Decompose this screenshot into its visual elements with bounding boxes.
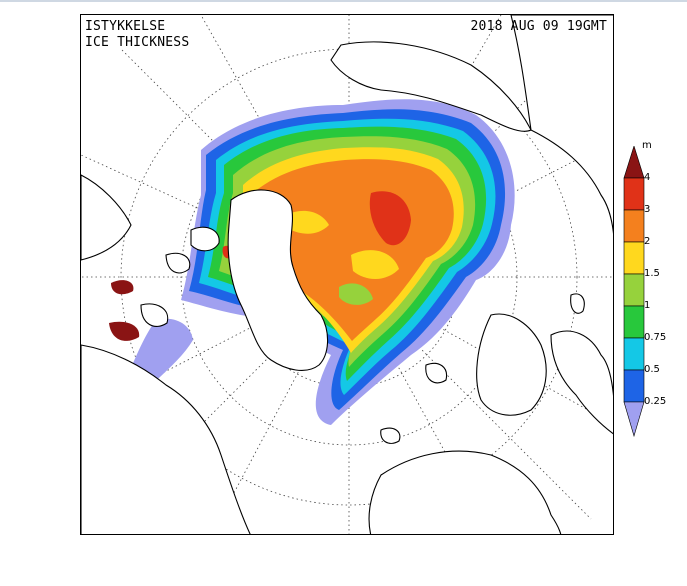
window-top-border	[0, 0, 687, 2]
iceland	[380, 427, 401, 444]
coastlines	[81, 15, 613, 534]
ice-region-thickest	[111, 280, 134, 295]
canadian-archipelago	[190, 226, 220, 252]
map-datetime: 2018 AUG 09 19GMT	[470, 19, 607, 34]
legend-swatch-1-5-2	[623, 241, 645, 275]
siberia-coast	[510, 15, 613, 235]
meridian-line	[348, 276, 592, 520]
ice-region-1-1-5	[339, 283, 373, 305]
north-america-mainland	[81, 174, 132, 261]
map-title-english: ICE THICKNESS	[85, 35, 190, 50]
legend-label-0-75: 0.75	[644, 332, 667, 343]
legend-swatch-below-0-25	[623, 401, 645, 438]
legend-label-1: 1	[644, 300, 651, 311]
legend-label-1-5: 1.5	[644, 268, 660, 279]
legend-unit: m	[642, 140, 652, 151]
thickness-color-legend	[623, 146, 645, 438]
latitude-circle	[120, 48, 578, 506]
ice-fields	[109, 99, 543, 426]
legend-swatch-3-4	[623, 177, 645, 211]
legend-swatch-0-5-0-75	[623, 337, 645, 371]
north-america-mainland	[81, 344, 251, 534]
legend-swatch-2-3	[623, 209, 645, 243]
svalbard	[425, 362, 448, 384]
siberia-coast	[330, 41, 532, 132]
ice-region-1-5-2	[351, 250, 399, 279]
legend-swatch-above-4	[623, 146, 645, 179]
canadian-archipelago	[165, 252, 191, 274]
scandinavia	[476, 313, 547, 416]
novaya-zemlya	[570, 293, 585, 314]
legend-label-2: 2	[644, 236, 651, 247]
legend-swatch-0-75-1	[623, 305, 645, 339]
ice-region-1-5-2	[286, 210, 329, 234]
canadian-archipelago	[140, 303, 169, 327]
ice-thickness-map	[81, 15, 613, 534]
map-title-norwegian: ISTYKKELSE	[85, 19, 166, 34]
legend-label-0-5: 0.5	[644, 364, 660, 375]
ice-region-3-4	[369, 191, 411, 246]
legend-swatch-0-25-0-5	[623, 369, 645, 403]
ice-region-thickest	[109, 321, 140, 341]
legend-label-0-25: 0.25	[644, 396, 667, 407]
russia-west	[550, 330, 613, 435]
legend-label-4: 4	[644, 172, 651, 183]
legend-label-3: 3	[644, 204, 651, 215]
greenland	[227, 189, 329, 371]
map-frame: ISTYKKELSE ICE THICKNESS 2018 AUG 09 19G…	[80, 14, 614, 535]
legend-swatch-1-1-5	[623, 273, 645, 307]
northern-europe	[368, 450, 562, 534]
